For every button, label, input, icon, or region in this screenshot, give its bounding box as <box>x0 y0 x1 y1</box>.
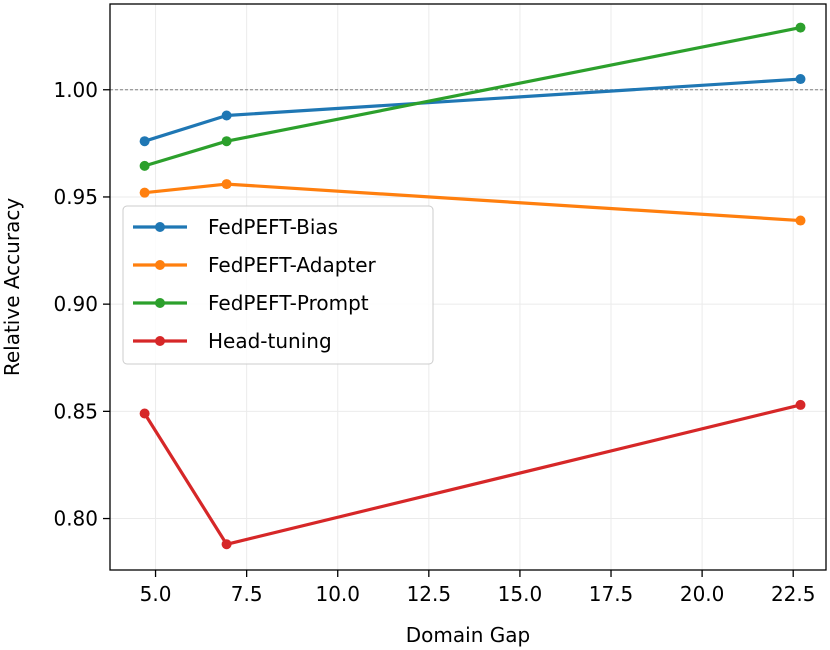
data-point <box>221 110 232 121</box>
x-tick-label: 10.0 <box>315 582 360 606</box>
legend-item: FedPEFT-Prompt <box>133 291 369 315</box>
data-point <box>795 399 806 410</box>
data-point <box>221 539 232 550</box>
data-point <box>795 74 806 85</box>
data-point <box>139 160 150 171</box>
x-tick-label: 5.0 <box>140 582 172 606</box>
y-axis-ticks: 0.80 0.85 0.90 0.95 1.00 <box>53 78 110 531</box>
legend-marker <box>155 336 165 346</box>
data-point <box>139 136 150 147</box>
y-tick-label: 0.80 <box>53 507 98 531</box>
x-tick-label: 7.5 <box>231 582 263 606</box>
x-tick-label: 20.0 <box>680 582 725 606</box>
y-tick-label: 0.90 <box>53 292 98 316</box>
legend-label: FedPEFT-Prompt <box>208 291 369 315</box>
x-tick-label: 17.5 <box>589 582 634 606</box>
x-tick-label: 12.5 <box>407 582 452 606</box>
series-layer <box>139 22 806 550</box>
legend-item: Head-tuning <box>133 329 332 353</box>
x-tick-label: 15.0 <box>498 582 543 606</box>
data-point <box>221 179 232 190</box>
legend: FedPEFT-Bias FedPEFT-Adapter FedPEFT-Promp… <box>122 205 434 365</box>
legend-label: FedPEFT-Bias <box>208 215 338 239</box>
x-axis-label: Domain Gap <box>406 623 530 647</box>
data-point <box>221 136 232 147</box>
data-point <box>139 408 150 419</box>
y-axis-label: Relative Accuracy <box>0 198 24 376</box>
data-point <box>795 215 806 226</box>
series-FedPEFT-Adapter <box>139 179 806 226</box>
legend-marker <box>155 260 165 270</box>
legend-box <box>122 205 434 365</box>
series-Head-tuning <box>139 399 806 550</box>
y-tick-label: 1.00 <box>53 78 98 102</box>
data-point <box>139 187 150 198</box>
plot-frame <box>109 3 827 571</box>
x-axis-ticks: 5.0 7.5 10.0 12.5 15.0 17.5 20.0 22.5 <box>140 570 816 606</box>
y-tick-label: 0.95 <box>53 185 98 209</box>
legend-marker <box>155 298 165 308</box>
legend-marker <box>155 222 165 232</box>
legend-label: FedPEFT-Adapter <box>208 253 377 277</box>
series-FedPEFT-Prompt <box>139 22 806 171</box>
y-tick-label: 0.85 <box>53 399 98 423</box>
legend-label: Head-tuning <box>208 329 332 353</box>
x-tick-label: 22.5 <box>771 582 816 606</box>
series-FedPEFT-Bias <box>139 74 806 147</box>
legend-item: FedPEFT-Bias <box>133 215 338 239</box>
legend-item: FedPEFT-Adapter <box>133 253 377 277</box>
data-point <box>795 22 806 33</box>
